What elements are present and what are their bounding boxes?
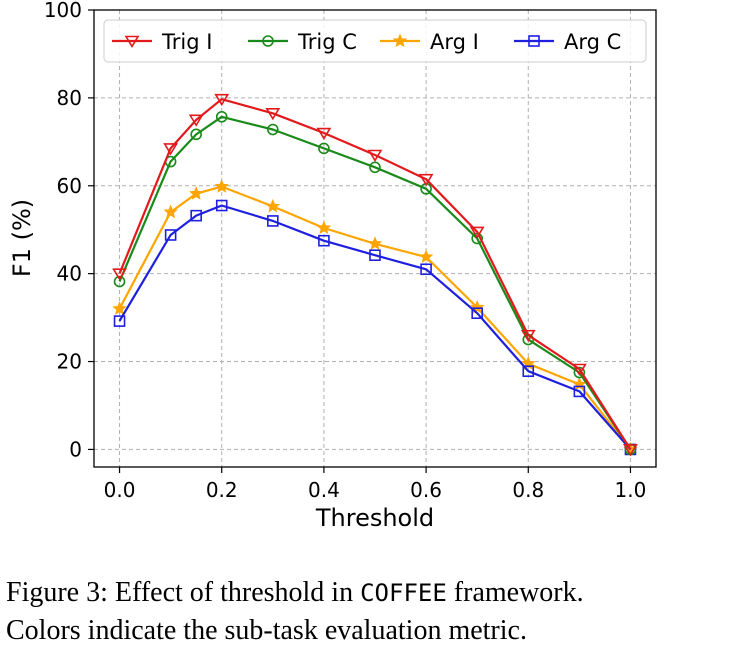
data-point-trig-i bbox=[469, 226, 485, 239]
data-point-trig-i bbox=[571, 363, 587, 376]
data-point-trig-i bbox=[367, 149, 383, 162]
legend-entry-arg-c: Arg C bbox=[514, 30, 621, 54]
legend-marker-arg-i bbox=[392, 33, 408, 48]
data-point-arg-i bbox=[316, 220, 332, 235]
figure-caption: Figure 3: Effect of threshold in COFFEE … bbox=[6, 574, 734, 650]
data-point-arg-c bbox=[318, 234, 330, 247]
legend-label: Trig C bbox=[297, 30, 357, 54]
legend-marker-arg-c bbox=[528, 35, 540, 47]
data-point-arg-c bbox=[267, 215, 279, 227]
x-tick-label: 0.8 bbox=[512, 478, 544, 502]
data-point-arg-c bbox=[190, 209, 202, 222]
x-tick-label: 1.0 bbox=[615, 478, 647, 502]
legend-label: Trig I bbox=[161, 30, 212, 54]
y-tick-label: 40 bbox=[57, 262, 82, 286]
data-point-arg-i bbox=[214, 179, 229, 193]
x-tick-label: 0.6 bbox=[410, 478, 442, 502]
y-tick-label: 20 bbox=[57, 350, 82, 374]
data-point-arg-c bbox=[420, 263, 432, 276]
x-axis-label: Threshold bbox=[315, 504, 434, 532]
series-line-arg-i bbox=[118, 185, 632, 451]
data-point-arg-i bbox=[163, 204, 178, 219]
data-point-arg-c bbox=[573, 385, 586, 398]
data-point-trig-i bbox=[265, 107, 281, 121]
data-point-arg-i bbox=[265, 198, 281, 213]
series-line-trig-i bbox=[118, 98, 632, 450]
data-point-trig-i bbox=[520, 329, 536, 343]
data-point-trig-i bbox=[163, 143, 179, 156]
y-axis-ticks: 0 20 40 60 80 100 bbox=[44, 0, 94, 461]
data-point-trig-i bbox=[188, 114, 204, 127]
data-point-trig-i bbox=[623, 444, 638, 457]
y-tick-label: 100 bbox=[44, 0, 82, 22]
y-tick-label: 80 bbox=[57, 86, 82, 110]
caption-line-2: Colors indicate the sub-task evaluation … bbox=[6, 615, 527, 646]
legend-label: Arg C bbox=[564, 30, 621, 54]
series-trig-c bbox=[113, 110, 637, 456]
data-point-arg-i bbox=[367, 236, 383, 250]
caption-prefix: Figure 3: bbox=[6, 577, 115, 608]
legend-entry-trig-i: Trig I bbox=[112, 30, 212, 54]
data-point-trig-c bbox=[318, 142, 330, 155]
caption-text-2: framework. bbox=[446, 577, 584, 608]
data-point-trig-i bbox=[214, 93, 230, 107]
series-arg-i bbox=[112, 179, 638, 456]
legend-box bbox=[103, 19, 647, 63]
series-line-trig-c bbox=[118, 115, 632, 451]
data-point-arg-c bbox=[369, 249, 381, 261]
caption-text-1: Effect of threshold in bbox=[114, 577, 361, 608]
x-tick-label: 0.4 bbox=[308, 478, 340, 502]
legend-entry-arg-i: Arg I bbox=[380, 30, 479, 54]
data-point-trig-i bbox=[316, 127, 332, 140]
data-point-arg-i bbox=[189, 186, 204, 200]
x-tick-label: 0.2 bbox=[206, 478, 238, 502]
legend-label: Arg I bbox=[430, 30, 479, 54]
data-point-trig-i bbox=[418, 173, 434, 187]
data-point-arg-i bbox=[418, 249, 434, 264]
data-point-trig-i bbox=[112, 268, 127, 281]
data-point-arg-c bbox=[215, 199, 228, 212]
y-tick-label: 0 bbox=[69, 437, 82, 461]
data-point-arg-i bbox=[112, 301, 127, 315]
x-axis-ticks: 0.0 0.2 0.4 0.6 0.8 1.0 bbox=[104, 467, 647, 502]
legend-marker-trig-c bbox=[262, 35, 274, 47]
plot-frame bbox=[93, 9, 657, 468]
series-trig-i bbox=[112, 93, 638, 457]
data-point-arg-c bbox=[471, 307, 483, 320]
y-tick-label: 60 bbox=[57, 174, 82, 198]
legend-marker-trig-i bbox=[124, 35, 140, 48]
data-point-trig-c bbox=[267, 123, 279, 136]
data-point-trig-c bbox=[190, 128, 202, 141]
data-point-arg-c bbox=[522, 365, 535, 378]
y-axis-label: F1 (%) bbox=[8, 199, 36, 277]
data-point-arg-c bbox=[113, 315, 126, 327]
data-point-arg-c bbox=[164, 229, 177, 241]
data-point-trig-c bbox=[113, 275, 126, 288]
data-point-trig-c bbox=[573, 366, 586, 379]
series-lines bbox=[112, 93, 638, 457]
line-chart: 0.0 0.2 0.4 0.6 0.8 1.0 0 20 40 60 80 100 Threshol… bbox=[8, 0, 657, 532]
caption-code: COFFEE bbox=[360, 579, 447, 607]
data-point-trig-c bbox=[215, 110, 228, 123]
data-point-trig-c bbox=[369, 161, 381, 174]
legend-entry-trig-c: Trig C bbox=[248, 30, 357, 54]
legend: Trig I Trig C Arg I Arg C bbox=[103, 19, 647, 63]
x-tick-label: 0.0 bbox=[104, 478, 136, 502]
